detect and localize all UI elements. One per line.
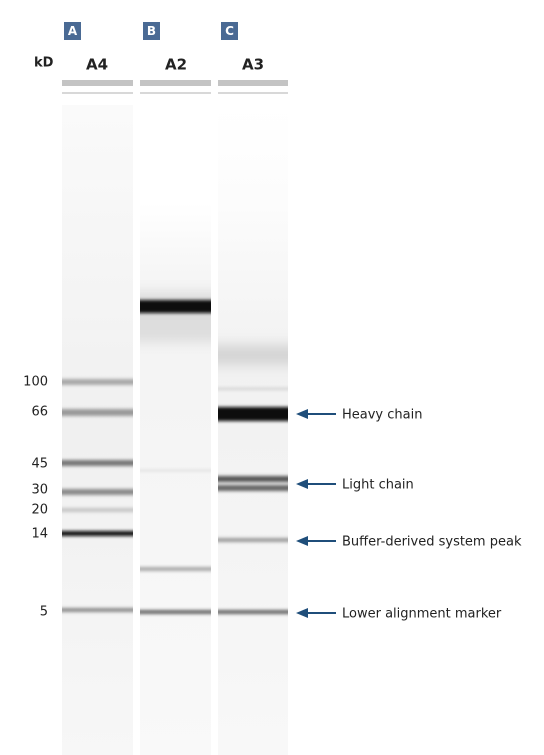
lane xyxy=(140,105,211,755)
lane-letter: C xyxy=(225,24,234,38)
lane xyxy=(62,105,133,755)
size-marker: 45 xyxy=(31,457,48,472)
lane xyxy=(218,105,288,755)
smear xyxy=(140,292,211,342)
lane-letter: A xyxy=(68,24,78,38)
annotation: Lower alignment marker xyxy=(342,607,502,622)
size-marker: 5 xyxy=(40,605,48,620)
size-marker: 20 xyxy=(31,503,48,518)
lane-name: A2 xyxy=(165,56,187,74)
lane-name: A4 xyxy=(86,56,108,74)
gel-figure: A B C kD A4 A2 A3 100 66 xyxy=(0,0,544,755)
smear xyxy=(218,345,288,365)
lane-name: A3 xyxy=(242,56,264,74)
annotation: Light chain xyxy=(342,478,414,493)
annotation: Heavy chain xyxy=(342,408,422,423)
annotation: Buffer-derived system peak xyxy=(342,535,522,550)
lane-header-bars xyxy=(62,80,288,94)
size-marker: 30 xyxy=(31,483,48,498)
size-marker: 66 xyxy=(31,405,48,420)
page: A B C kD A4 A2 A3 100 66 xyxy=(0,0,544,755)
lane-letter: B xyxy=(147,24,156,38)
size-marker: 100 xyxy=(23,375,48,390)
size-unit: kD xyxy=(34,56,54,71)
size-marker: 14 xyxy=(31,527,48,542)
annotation-arrows xyxy=(296,409,336,618)
